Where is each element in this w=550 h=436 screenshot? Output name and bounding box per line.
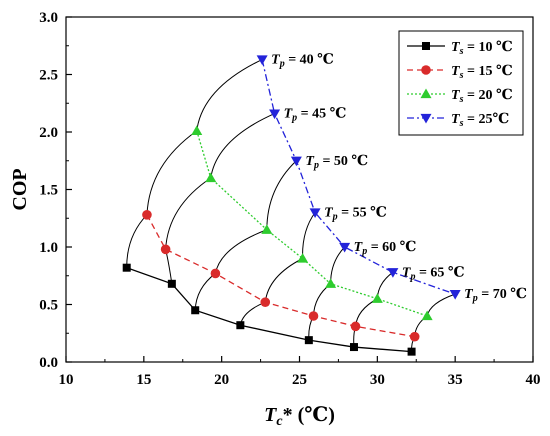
legend-marker (420, 113, 432, 124)
y-tick-label: 2.5 (39, 68, 58, 84)
data-point (290, 156, 302, 167)
data-point (191, 125, 203, 135)
data-point (304, 336, 313, 345)
tp-label: Tp = 55 ℃ (324, 206, 387, 223)
data-point (309, 208, 321, 218)
tp-label: Tp = 65 ℃ (402, 265, 465, 282)
y-tick-label: 3.0 (39, 10, 58, 26)
data-point (210, 268, 221, 279)
data-point (256, 55, 268, 66)
axis-ticks: 10 15 20 25 30 35 40 0.0 0.5 1.0 1.5 2.0 2.5 3.0 (39, 10, 540, 388)
legend-marker (422, 42, 430, 50)
legend-label: Ts = 10 ℃ (451, 40, 513, 57)
tp-isotherm-curves (126, 59, 456, 352)
y-tick-label: 1.5 (39, 183, 58, 199)
tp-label: Tp = 60 ℃ (354, 240, 417, 257)
legend-marker (420, 88, 432, 99)
legend-label: Ts = 15 ℃ (451, 64, 513, 81)
y-tick-label: 0.5 (39, 298, 58, 314)
data-point (387, 268, 399, 278)
y-tick-label: 2.0 (39, 125, 58, 141)
tp-curve (411, 293, 456, 352)
legend-label: Ts = 25℃ (451, 112, 509, 129)
tp-curve (308, 246, 346, 341)
legend-box (398, 30, 524, 136)
data-point (449, 290, 461, 300)
data-point (349, 343, 358, 352)
x-tick-label: 30 (370, 372, 385, 388)
tp-annotations: Tp = 40 ℃ Tp = 45 ℃ Tp = 50 ℃ Tp = 55 ℃ Tp =… (271, 53, 527, 305)
data-point (142, 210, 152, 220)
data-point (260, 297, 271, 308)
x-tick-label: 35 (448, 372, 463, 388)
tp-curve (353, 271, 394, 348)
x-tick-label: 10 (59, 372, 74, 388)
tp-curve (126, 59, 263, 268)
tp-label: Tp = 50 ℃ (305, 154, 368, 171)
y-axis-label: COP (9, 168, 31, 210)
data-point (167, 279, 176, 288)
data-point (297, 253, 309, 263)
data-point (122, 263, 131, 272)
data-point (160, 244, 171, 255)
x-axis-label: Tc* (℃) (264, 404, 335, 429)
data-point (191, 306, 200, 315)
series-markers (122, 55, 461, 356)
tp-label: Tp = 40 ℃ (271, 53, 334, 70)
tp-curve (239, 212, 316, 326)
tp-curve (194, 160, 297, 311)
x-tick-label: 20 (214, 372, 229, 388)
legend-marker (421, 65, 431, 75)
series-line (146, 214, 415, 338)
data-point (407, 347, 416, 356)
data-point (205, 172, 217, 183)
data-point (236, 321, 245, 330)
x-tick-label: 25 (292, 372, 307, 388)
tp-label: Tp = 45 ℃ (284, 107, 347, 124)
legend-label: Ts = 20 ℃ (451, 88, 513, 105)
y-tick-label: 1.0 (39, 240, 58, 256)
data-point (409, 331, 420, 342)
data-point (325, 278, 337, 288)
data-point (339, 242, 351, 253)
tp-curve (165, 113, 275, 284)
legend: Ts = 10 ℃ Ts = 15 ℃ Ts = 20 ℃ Ts = 25℃ (398, 30, 524, 136)
y-tick-label: 0.0 (39, 355, 58, 371)
x-tick-label: 15 (136, 372, 151, 388)
data-point (371, 293, 383, 303)
x-tick-label: 40 (526, 372, 541, 388)
data-point (269, 109, 281, 120)
tp-label: Tp = 70 ℃ (464, 287, 527, 304)
data-point (308, 311, 319, 321)
data-point (421, 310, 433, 321)
data-point (261, 224, 273, 234)
data-point (350, 321, 361, 332)
